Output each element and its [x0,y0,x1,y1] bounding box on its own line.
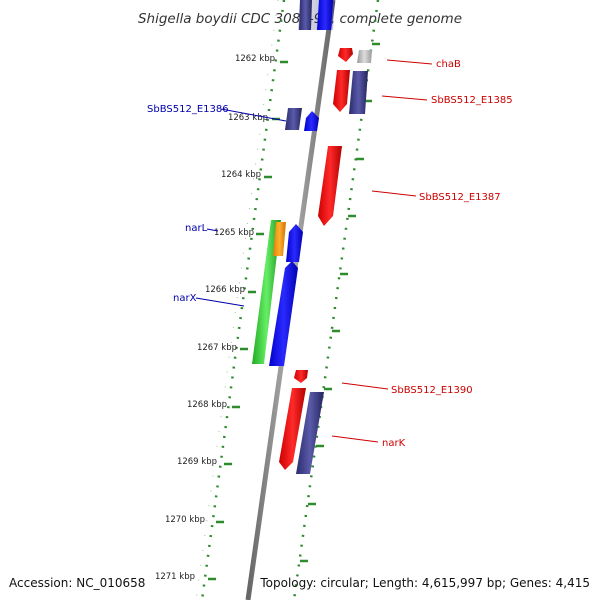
tick-marks [208,42,380,581]
gene-feature-reverse[interactable] [333,70,350,112]
gene-feature-top-navy[interactable] [299,0,312,30]
gene-chaB[interactable] [338,48,353,62]
gene-feature-top-blue[interactable] [317,0,333,30]
gene-narL[interactable] [286,224,303,262]
tick-label: 1262 kbp [235,54,275,64]
gene-feature-reverse-large[interactable] [279,388,306,470]
gene-label-narK[interactable]: narK [382,438,406,449]
genome-summary-text: Topology: circular; Length: 4,615,997 bp… [259,576,590,590]
gene-SbBS512_E1390[interactable] [294,370,308,383]
tick-track-left [200,0,286,600]
tick-label: 1269 kbp [177,457,217,467]
gene-narK[interactable] [296,392,324,474]
gene-label-chaB[interactable]: chaB [436,59,461,70]
tick-label: 1265 kbp [214,228,254,238]
gene-SbBS512_E1385[interactable] [349,71,368,114]
gene-narL-highlight[interactable] [273,222,286,256]
accession-text: Accession: NC_010658 [9,576,145,590]
tick-label: 1270 kbp [165,515,205,525]
tick-label: 1267 kbp [197,343,237,353]
tick-label: 1263 kbp [228,113,268,123]
tick-labels: 1262 kbp 1263 kbp 1264 kbp 1265 kbp 1266… [155,54,275,582]
label-connectors [195,59,433,443]
gene-label-SbBS512_E1387[interactable]: SbBS512_E1387 [419,192,501,203]
gene-label-SbBS512_E1386[interactable]: SbBS512_E1386 [147,104,229,115]
tick-label: 1264 kbp [221,170,261,180]
gene-SbBS512_E1387[interactable] [318,146,342,226]
gene-feature-forward[interactable] [304,111,319,131]
tick-label: 1266 kbp [205,285,245,295]
gene-narX[interactable] [269,261,298,366]
gene-pseudo[interactable] [357,50,372,63]
gene-SbBS512_E1386[interactable] [285,108,302,130]
gene-label-SbBS512_E1385[interactable]: SbBS512_E1385 [431,95,513,106]
tick-label: 1271 kbp [155,572,195,582]
gene-label-SbBS512_E1390[interactable]: SbBS512_E1390 [391,385,473,396]
gene-label-narL[interactable]: narL [185,223,208,234]
gene-label-narX[interactable]: narX [173,293,197,304]
tick-label: 1268 kbp [187,400,227,410]
